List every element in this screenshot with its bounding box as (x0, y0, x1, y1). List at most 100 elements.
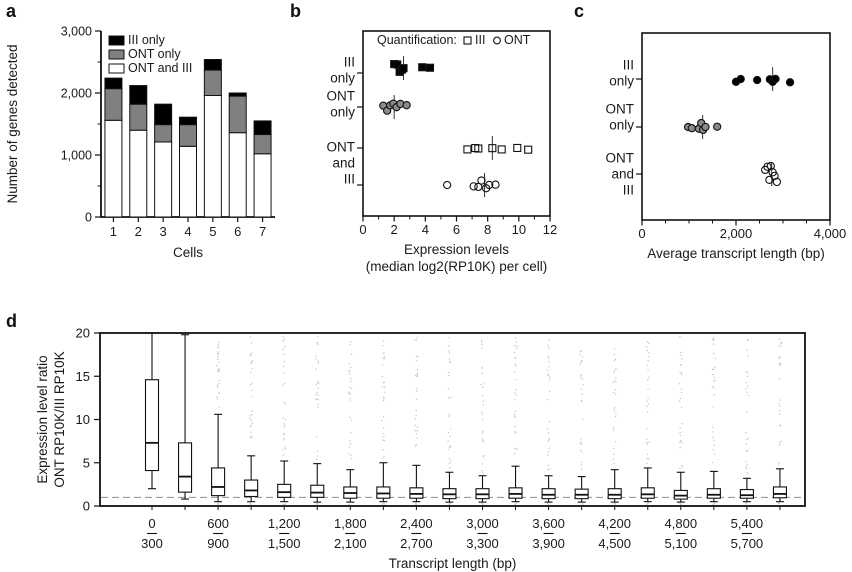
outlier-dot (414, 430, 417, 432)
filled-circle-marker (752, 75, 762, 85)
outlier-dot (481, 372, 483, 374)
outlier-dot (646, 427, 648, 430)
outlier-dot (449, 445, 451, 448)
outlier-dot (547, 450, 550, 453)
outlier-dot (745, 467, 748, 470)
outlier-dot (481, 469, 483, 472)
outlier-dot (581, 418, 584, 421)
outlier-dot (548, 468, 551, 470)
outlier-dot (218, 369, 221, 372)
outlier-dot (514, 364, 517, 367)
outlier-dot (515, 337, 517, 339)
outlier-dot (249, 425, 251, 428)
outlier-dot (713, 339, 715, 341)
outlier-dot (415, 409, 418, 411)
category-label: III (344, 55, 355, 70)
outlier-dot (779, 399, 781, 401)
x-tick-label: 2 (391, 222, 398, 237)
outlier-dot (382, 427, 385, 429)
plot-frame (99, 332, 806, 507)
outlier-dot (548, 361, 550, 363)
outlier-dot (547, 469, 549, 471)
outlier-dot (679, 397, 682, 400)
category-label: ONT (327, 140, 356, 155)
outlier-dot (547, 503, 550, 506)
outlier-dot (580, 388, 582, 390)
outlier-dot (481, 463, 484, 465)
outlier-dot (778, 405, 781, 407)
box (244, 479, 259, 498)
category-label: only (609, 74, 634, 89)
filled-circle-marker (736, 74, 745, 84)
bar-segment (154, 124, 173, 143)
x-tick-label: 0 (638, 226, 645, 241)
outlier-dot (218, 379, 221, 382)
outlier-dot (415, 414, 417, 417)
outlier-dot (482, 439, 485, 442)
outlier-dot (249, 503, 251, 505)
outlier-dot (780, 363, 782, 365)
outlier-dot (714, 379, 716, 381)
outlier-dot (315, 358, 318, 360)
outlier-dot (250, 503, 252, 506)
outlier-dot (779, 444, 781, 446)
outlier-dot (515, 378, 517, 381)
outlier-dot (251, 382, 253, 384)
outlier-dot (350, 381, 352, 383)
outlier-dot (283, 338, 286, 340)
bar-segment (179, 145, 197, 218)
bar-segment (228, 95, 247, 134)
outlier-dot (679, 446, 681, 449)
outlier-dot (780, 341, 782, 343)
outlier-dot (613, 347, 616, 350)
outlier-dot (548, 437, 550, 440)
outlier-dot (415, 398, 418, 400)
outlier-dot (613, 369, 616, 372)
outlier-dot (712, 343, 715, 345)
outlier-dot (745, 450, 747, 452)
outlier-dot (516, 345, 518, 347)
outlier-dot (678, 400, 681, 402)
panel-c-letter: c (574, 1, 585, 21)
bar-segment (104, 119, 123, 218)
outlier-dot (348, 416, 351, 418)
outlier-dot (481, 431, 484, 434)
bar-segment (203, 69, 222, 96)
outlier-dot (614, 358, 617, 361)
outlier-dot (249, 336, 252, 338)
outlier-dot (779, 424, 781, 426)
outlier-dot (283, 439, 285, 441)
outlier-dot (482, 471, 484, 474)
outlier-dot (316, 406, 319, 408)
outlier-dot (217, 346, 220, 348)
outlier-dot (316, 342, 318, 344)
outlier-dot (348, 370, 350, 372)
outlier-dot (416, 426, 419, 429)
bar-segment (253, 134, 272, 155)
outlier-dot (778, 378, 781, 380)
category-label: ONT (327, 89, 356, 104)
open-square-marker (513, 143, 522, 153)
y-tick-label: 15 (76, 369, 90, 384)
outlier-dot (251, 389, 253, 391)
open-circle-marker (442, 180, 452, 190)
outlier-dot (647, 355, 650, 358)
outlier-dot (647, 360, 649, 362)
panel-b-letter: b (290, 1, 301, 21)
y-tick-label: 0 (83, 499, 90, 514)
outlier-dot (614, 415, 617, 418)
outlier-dot (713, 380, 715, 382)
outlier-dot (482, 503, 484, 506)
bin-label-bottom: 4,500 (598, 536, 631, 551)
outlier-dot (515, 502, 517, 505)
outlier-dot (448, 413, 451, 416)
outlier-dot (315, 458, 318, 461)
outlier-dot (580, 375, 582, 377)
outlier-dot (482, 454, 485, 457)
outlier-dot (415, 443, 418, 446)
outlier-dot (348, 446, 350, 448)
outlier-dot (746, 438, 748, 441)
outlier-dot (449, 435, 451, 438)
outlier-dot (382, 457, 384, 459)
outlier-dot (283, 382, 286, 385)
